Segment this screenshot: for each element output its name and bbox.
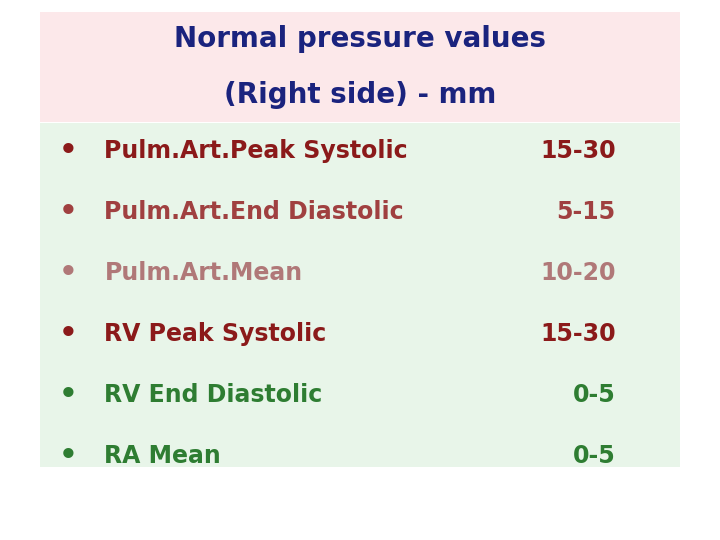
Text: •: •	[59, 442, 78, 470]
Text: RA Mean: RA Mean	[104, 444, 221, 468]
Text: RV Peak Systolic: RV Peak Systolic	[104, 322, 327, 346]
Text: 15-30: 15-30	[540, 139, 616, 163]
Text: 5-15: 5-15	[557, 200, 616, 224]
Text: 0-5: 0-5	[573, 444, 616, 468]
Text: 15-30: 15-30	[540, 322, 616, 346]
Text: •: •	[59, 198, 78, 226]
Text: •: •	[59, 381, 78, 409]
Text: 0-5: 0-5	[573, 383, 616, 407]
Text: Normal pressure values: Normal pressure values	[174, 25, 546, 52]
Text: RV End Diastolic: RV End Diastolic	[104, 383, 323, 407]
Text: •: •	[59, 259, 78, 287]
Text: (Right side) - mm: (Right side) - mm	[224, 81, 496, 109]
Text: Pulm.Art.End Diastolic: Pulm.Art.End Diastolic	[104, 200, 404, 224]
Text: Pulm.Art.Peak Systolic: Pulm.Art.Peak Systolic	[104, 139, 408, 163]
Bar	[40, 12, 680, 122]
Text: 10-20: 10-20	[540, 261, 616, 285]
Bar	[40, 123, 680, 467]
Text: •: •	[59, 320, 78, 348]
Text: Pulm.Art.Mean: Pulm.Art.Mean	[104, 261, 302, 285]
Text: •: •	[59, 137, 78, 165]
